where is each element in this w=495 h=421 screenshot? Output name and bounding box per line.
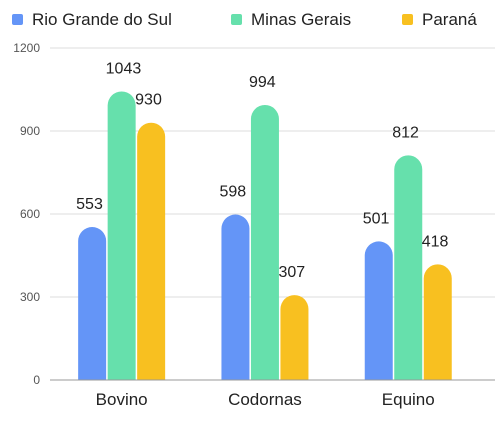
data-label: 598	[219, 184, 246, 201]
y-tick-label: 0	[33, 373, 40, 387]
y-tick-label: 900	[20, 124, 40, 138]
data-label: 307	[278, 264, 305, 281]
bar[interactable]	[280, 295, 309, 380]
y-tick-label: 300	[20, 290, 40, 304]
legend-label: Rio Grande do Sul	[32, 10, 172, 29]
legend-swatch	[231, 14, 242, 25]
legend: Rio Grande do Sul Minas Gerais Paraná	[12, 10, 477, 29]
data-label: 1043	[106, 60, 142, 77]
bar[interactable]	[364, 241, 393, 380]
data-label: 553	[76, 196, 103, 213]
data-label: 501	[363, 210, 390, 227]
legend-label: Paraná	[422, 10, 477, 29]
x-tick-label: Codornas	[228, 390, 302, 409]
x-axis: Bovino Codornas Equino	[50, 379, 495, 409]
data-label: 812	[392, 124, 419, 141]
x-tick-label: Equino	[382, 390, 435, 409]
legend-swatch	[402, 14, 413, 25]
legend-item[interactable]: Rio Grande do Sul	[12, 10, 172, 29]
bar[interactable]	[250, 104, 279, 381]
data-label: 930	[135, 92, 162, 109]
bar[interactable]	[423, 264, 452, 380]
plot-area: 553 1043 930 598 994 307 501 812 418	[76, 60, 452, 381]
bar[interactable]	[221, 214, 250, 380]
y-axis: 0 300 600 900 1200	[13, 41, 40, 387]
x-tick-label: Bovino	[96, 390, 148, 409]
data-label: 418	[422, 233, 449, 250]
data-label: 994	[249, 74, 276, 91]
legend-label: Minas Gerais	[251, 10, 351, 29]
bar[interactable]	[78, 227, 107, 380]
bar[interactable]	[137, 122, 166, 380]
legend-item[interactable]: Paraná	[402, 10, 477, 29]
legend-swatch	[12, 14, 23, 25]
bar[interactable]	[107, 91, 136, 380]
y-tick-label: 600	[20, 207, 40, 221]
legend-item[interactable]: Minas Gerais	[231, 10, 351, 29]
bar[interactable]	[394, 155, 423, 380]
y-tick-label: 1200	[13, 41, 40, 55]
